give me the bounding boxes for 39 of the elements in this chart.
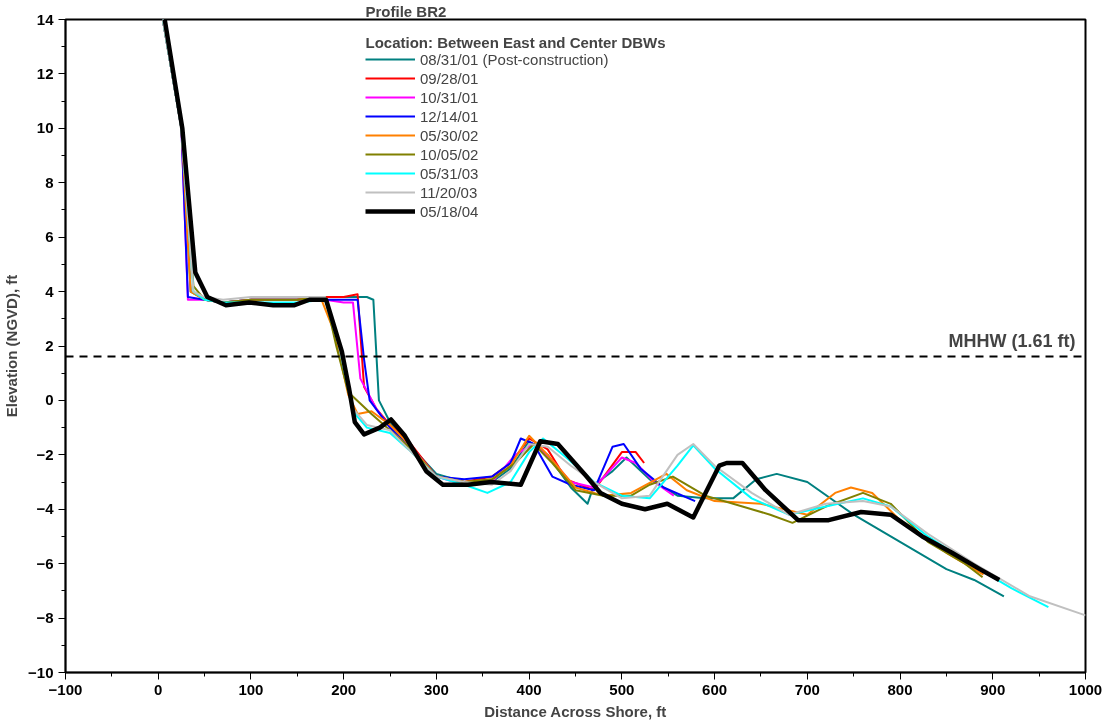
legend-label: 05/30/02 bbox=[420, 126, 479, 144]
y-tick-label: 12 bbox=[36, 64, 54, 82]
text: Location: Between East and Center DBWs bbox=[365, 33, 666, 51]
y-axis-title: Elevation (NGVD), ft bbox=[3, 274, 21, 418]
legend-label: 11/20/03 bbox=[420, 183, 478, 201]
y-tick-label: 4 bbox=[45, 282, 55, 300]
y-tick-label: 2 bbox=[45, 337, 54, 354]
ref-line-label: MHHW (1.61 ft) bbox=[948, 330, 1076, 351]
x-tick-label: 800 bbox=[887, 680, 913, 698]
legend-label: 05/18/04 bbox=[420, 202, 479, 220]
x-tick-label: 1000 bbox=[1068, 680, 1103, 698]
x-tick-label: 0 bbox=[154, 680, 163, 698]
x-tick-label: 900 bbox=[980, 680, 1006, 698]
x-axis-title: Distance Across Shore, ft bbox=[484, 702, 667, 720]
legend-label: 09/28/01 bbox=[420, 69, 479, 87]
y-tick-label: −6 bbox=[36, 554, 54, 572]
y-tick-label: −2 bbox=[36, 445, 54, 463]
x-tick-label: 300 bbox=[423, 680, 449, 698]
legend-label: 08/31/01 (Post-construction) bbox=[420, 50, 609, 68]
x-tick-label: 200 bbox=[331, 680, 357, 698]
x-tick-label: 700 bbox=[794, 680, 820, 698]
y-tick-label: 0 bbox=[45, 391, 54, 409]
x-tick-label: 100 bbox=[238, 680, 264, 698]
y-tick-label: −10 bbox=[28, 663, 54, 681]
y-tick-label: 6 bbox=[45, 228, 54, 246]
y-tick-label: 8 bbox=[45, 173, 54, 191]
y-tick-label: 14 bbox=[36, 10, 55, 28]
x-tick-label: 600 bbox=[702, 680, 728, 698]
y-tick-label: 10 bbox=[36, 119, 54, 137]
chart-title: Profile BR2 bbox=[365, 2, 447, 20]
legend-label: 10/05/02 bbox=[420, 145, 479, 163]
y-tick-label: −4 bbox=[36, 500, 55, 518]
x-tick-label: 400 bbox=[516, 680, 542, 698]
legend-label: 12/14/01 bbox=[420, 107, 479, 125]
legend-label: 10/31/01 bbox=[420, 88, 479, 106]
legend-label: 05/31/03 bbox=[420, 164, 479, 182]
x-tick-label: −100 bbox=[48, 680, 83, 698]
x-tick-label: 500 bbox=[609, 680, 635, 698]
y-tick-label: −8 bbox=[36, 609, 54, 627]
